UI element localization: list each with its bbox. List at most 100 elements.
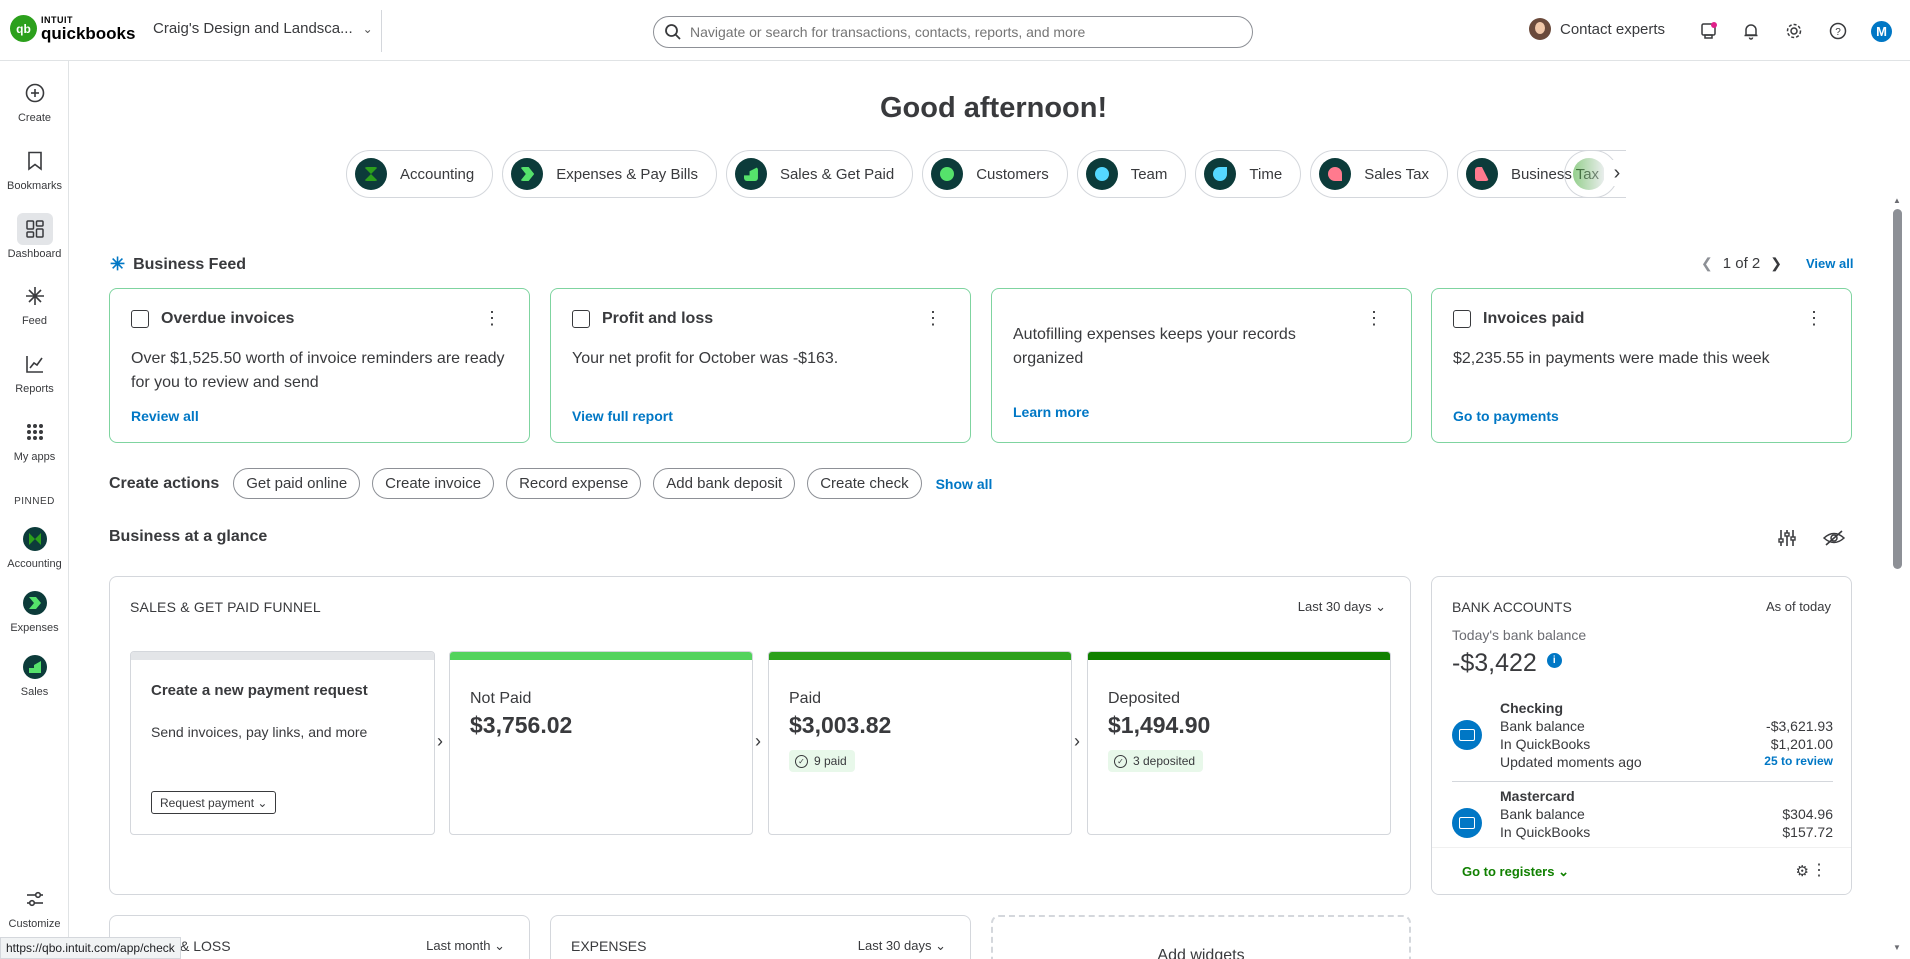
search-icon <box>665 24 681 40</box>
create-invoice-button[interactable]: Create invoice <box>372 468 495 499</box>
sidebar-item-reports[interactable]: Reports <box>0 348 69 395</box>
scroll-down-arrow[interactable]: ▼ <box>1893 943 1901 952</box>
funnel-stage-paid[interactable]: Paid $3,003.82 ✓ 9 paid <box>768 651 1072 835</box>
kebab-menu-icon[interactable]: ⋮ <box>1365 308 1383 328</box>
record-expense-button[interactable]: Record expense <box>506 468 642 499</box>
chevron-left-icon[interactable]: ❮ <box>1701 255 1713 271</box>
customize-sliders-icon[interactable] <box>1775 527 1799 549</box>
feed-card-link[interactable]: View full report <box>572 408 673 424</box>
account-name: Checking <box>1500 700 1564 716</box>
help-icon[interactable]: ? <box>1827 20 1849 42</box>
logo-product: quickbooks <box>41 23 136 43</box>
chevron-down-icon: ⌄ <box>362 21 373 36</box>
funnel-range-label: Last 30 days <box>1297 599 1372 614</box>
bank-balance-value: -$3,422 <box>1452 649 1537 677</box>
user-avatar[interactable]: M <box>1871 21 1892 42</box>
go-to-registers-link[interactable]: Go to registers ⌄ <box>1462 864 1569 880</box>
chip-time[interactable]: Time <box>1195 150 1302 198</box>
paid-count-badge: ✓ 9 paid <box>789 750 855 772</box>
funnel-stage-deposited[interactable]: Deposited $1,494.90 ✓ 3 deposited <box>1087 651 1391 835</box>
create-check-button[interactable]: Create check <box>807 468 922 499</box>
page-greeting: Good afternoon! <box>880 92 1108 124</box>
kebab-menu-icon[interactable]: ⋮ <box>1805 308 1823 328</box>
feed-card-link[interactable]: Go to payments <box>1453 408 1559 424</box>
bank-account-checking[interactable]: Checking Bank balance -$3,621.93 In Quick… <box>1452 700 1833 775</box>
bank-balance-label: Bank balance <box>1500 718 1585 734</box>
search-input[interactable] <box>690 24 1230 40</box>
gear-icon[interactable]: ⚙ <box>1795 863 1809 880</box>
feed-view-all-link[interactable]: View all <box>1806 256 1854 271</box>
chevron-right-icon: › <box>755 731 761 751</box>
badge-text: 9 paid <box>814 754 847 768</box>
business-feed-title: Business Feed <box>133 255 247 273</box>
hide-eye-icon[interactable] <box>1822 527 1846 549</box>
sidebar-item-create[interactable]: Create <box>0 77 69 124</box>
get-paid-online-button[interactable]: Get paid online <box>233 468 361 499</box>
global-search[interactable] <box>653 16 1253 48</box>
feed-card-link[interactable]: Review all <box>131 408 199 424</box>
qb-logo-icon: qb <box>10 15 37 42</box>
profit-loss-title: & LOSS <box>180 938 231 954</box>
chevron-right-icon[interactable]: ❯ <box>1770 255 1782 271</box>
chevron-down-icon: ⌄ <box>257 795 268 810</box>
pl-range-dropdown[interactable]: Last month ⌄ <box>426 938 505 954</box>
sidebar-item-label: Create <box>17 112 52 124</box>
sidebar-item-dashboard[interactable]: Dashboard <box>0 213 69 260</box>
bell-icon[interactable] <box>1740 20 1762 42</box>
chip-label: Team <box>1130 165 1168 183</box>
add-widgets-label: Add widgets <box>1157 947 1245 959</box>
info-icon[interactable]: i <box>1546 653 1562 668</box>
expenses-range-dropdown[interactable]: Last 30 days ⌄ <box>858 938 946 954</box>
quickbooks-logo[interactable]: qb INTUIT quickbooks <box>10 15 135 42</box>
chevron-right-icon: › <box>437 731 443 751</box>
sidebar-item-feed[interactable]: Feed <box>0 280 69 327</box>
add-widgets-area[interactable]: Add widgets <box>991 915 1411 959</box>
kebab-menu-icon[interactable]: ⋮ <box>483 308 501 328</box>
kebab-menu-icon[interactable]: ⋮ <box>1811 862 1827 879</box>
feed-card-title: Overdue invoices <box>161 310 295 327</box>
sliders-icon <box>17 883 53 915</box>
sidebar-item-label: Customize <box>8 918 61 930</box>
chip-customers[interactable]: Customers <box>922 150 1068 198</box>
sales-chip-icon <box>734 158 767 190</box>
gear-icon[interactable] <box>1783 20 1805 42</box>
apps-notification-icon[interactable] <box>1698 20 1720 42</box>
show-all-link[interactable]: Show all <box>935 475 993 492</box>
chip-team[interactable]: Team <box>1076 150 1187 198</box>
chip-partial-next[interactable] <box>1564 150 1626 198</box>
contact-experts-button[interactable]: Contact experts <box>1529 18 1665 40</box>
chip-sales-get-paid[interactable]: Sales & Get Paid <box>725 150 914 198</box>
left-sidebar: Create Bookmarks Dashboard Feed Reports … <box>0 61 69 959</box>
deposited-count-badge: ✓ 3 deposited <box>1108 750 1204 772</box>
scroll-up-arrow[interactable]: ▲ <box>1893 196 1901 205</box>
page-scrollbar-thumb[interactable] <box>1893 209 1902 569</box>
company-switcher[interactable]: Craig's Design and Landsca... ⌄ <box>153 20 373 37</box>
sidebar-customize[interactable]: Customize <box>0 883 69 930</box>
chip-expenses-pay-bills[interactable]: Expenses & Pay Bills <box>502 150 717 198</box>
invoice-icon <box>1453 310 1471 328</box>
to-review-link[interactable]: 25 to review <box>1764 754 1833 768</box>
sales-tax-chip-icon <box>1319 158 1352 190</box>
request-payment-button[interactable]: Request payment ⌄ <box>151 791 277 814</box>
sales-funnel-widget: SALES & GET PAID FUNNEL Last 30 days ⌄ C… <box>109 576 1411 895</box>
chip-label: Expenses & Pay Bills <box>556 165 698 183</box>
chevron-right-icon[interactable]: › <box>1604 160 1630 186</box>
feed-card-link[interactable]: Learn more <box>1013 404 1090 420</box>
chip-label: Time <box>1249 165 1283 183</box>
add-bank-deposit-button[interactable]: Add bank deposit <box>653 468 796 499</box>
qb-balance-label: In QuickBooks <box>1500 736 1591 752</box>
pinned-item-accounting[interactable]: Accounting <box>0 523 69 570</box>
pinned-item-sales[interactable]: Sales <box>0 651 69 698</box>
funnel-range-dropdown[interactable]: Last 30 days ⌄ <box>1298 599 1386 615</box>
qb-balance-label: In QuickBooks <box>1500 824 1591 840</box>
bank-account-mastercard[interactable]: Mastercard Bank balance $304.96 In QuickB… <box>1452 788 1833 848</box>
chevron-down-icon: ⌄ <box>1375 599 1386 614</box>
sidebar-item-bookmarks[interactable]: Bookmarks <box>0 145 69 192</box>
chip-sales-tax[interactable]: Sales Tax <box>1310 150 1448 198</box>
chip-accounting[interactable]: Accounting <box>346 150 494 198</box>
badge-text: 3 deposited <box>1133 754 1196 768</box>
kebab-menu-icon[interactable]: ⋮ <box>924 308 942 328</box>
pinned-item-expenses[interactable]: Expenses <box>0 587 69 634</box>
funnel-stage-not-paid[interactable]: Not Paid $3,756.02 <box>449 651 753 835</box>
sidebar-item-my-apps[interactable]: My apps <box>0 416 69 463</box>
